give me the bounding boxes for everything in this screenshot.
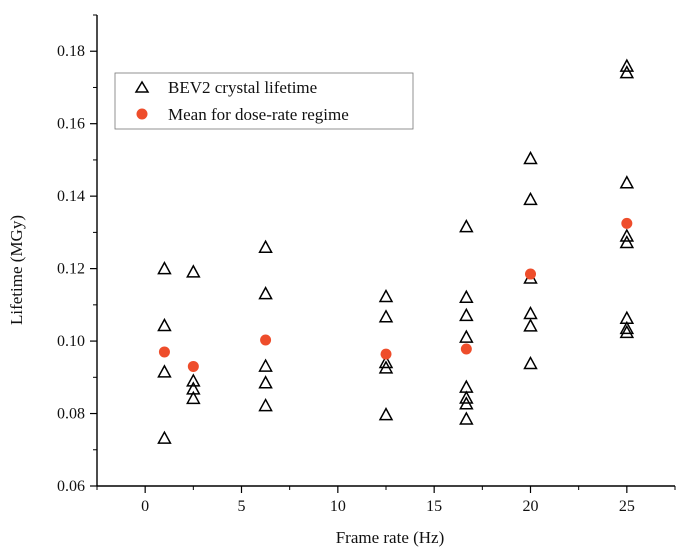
y-tick-label: 0.10 bbox=[57, 333, 85, 350]
data-point-mean bbox=[460, 343, 472, 355]
y-tick-label: 0.14 bbox=[57, 188, 85, 205]
data-point-bev2 bbox=[157, 430, 172, 444]
data-point-bev2 bbox=[459, 411, 474, 425]
data-point-bev2 bbox=[186, 264, 201, 278]
x-tick-label: 25 bbox=[619, 498, 635, 515]
data-point-bev2 bbox=[619, 175, 635, 189]
data-point-bev2 bbox=[186, 390, 201, 405]
data-point-bev2 bbox=[523, 191, 538, 206]
y-tick-label: 0.08 bbox=[57, 406, 85, 423]
data-point-bev2 bbox=[619, 234, 635, 249]
x-tick-label: 20 bbox=[523, 498, 539, 515]
data-point-bev2 bbox=[523, 318, 538, 332]
y-tick-label: 0.06 bbox=[57, 478, 85, 495]
legend-item-mean: Mean for dose-rate regime bbox=[136, 105, 349, 124]
data-point-bev2 bbox=[157, 261, 172, 275]
x-tick-label: 15 bbox=[426, 498, 442, 515]
legend-box bbox=[114, 72, 414, 130]
data-point-mean bbox=[187, 360, 199, 372]
legend: BEV2 crystal lifetime Mean for dose-rate… bbox=[114, 72, 414, 130]
data-point-mean bbox=[260, 334, 272, 346]
data-point-bev2 bbox=[378, 354, 394, 369]
data-point-bev2 bbox=[459, 219, 474, 233]
data-point-bev2 bbox=[459, 396, 474, 410]
x-axis-title: Frame rate (Hz) bbox=[336, 528, 445, 547]
legend-circle-icon bbox=[136, 108, 148, 120]
data-point-bev2 bbox=[258, 375, 273, 389]
data-point-bev2 bbox=[378, 407, 394, 421]
x-tick-label: 5 bbox=[238, 498, 246, 515]
x-tick-label: 10 bbox=[330, 498, 346, 515]
y-tick-label: 0.16 bbox=[57, 116, 85, 133]
data-point-bev2 bbox=[523, 305, 538, 320]
data-point-bev2 bbox=[619, 324, 635, 339]
data-point-bev2 bbox=[619, 58, 635, 72]
data-point-bev2 bbox=[258, 398, 273, 412]
data-point-bev2 bbox=[459, 289, 474, 303]
legend-item-bev2: BEV2 crystal lifetime bbox=[134, 78, 317, 97]
data-point-bev2 bbox=[378, 288, 394, 303]
data-point-mean bbox=[380, 348, 392, 360]
y-tick-label: 0.18 bbox=[57, 43, 85, 60]
data-point-bev2 bbox=[619, 65, 635, 79]
data-points bbox=[157, 58, 635, 444]
legend-triangle-icon bbox=[134, 80, 150, 93]
legend-label-mean: Mean for dose-rate regime bbox=[168, 105, 349, 124]
data-point-bev2 bbox=[523, 150, 538, 165]
y-axis-title: Lifetime (MGy) bbox=[7, 215, 26, 325]
data-point-bev2 bbox=[523, 355, 538, 370]
data-point-bev2 bbox=[258, 358, 273, 372]
data-point-mean bbox=[621, 217, 633, 229]
data-point-bev2 bbox=[378, 360, 394, 374]
data-point-bev2 bbox=[258, 239, 273, 253]
data-point-mean bbox=[158, 346, 170, 358]
data-point-bev2 bbox=[186, 381, 201, 395]
data-point-mean bbox=[525, 268, 536, 280]
ticks: 0 5 10 15 20 25 0.06 0.08 0.10 0.12 0.14 0.16 0.18 bbox=[57, 14, 676, 515]
data-point-bev2 bbox=[459, 307, 474, 322]
y-tick-label: 0.12 bbox=[57, 261, 85, 278]
data-point-bev2 bbox=[157, 364, 172, 378]
data-point-bev2 bbox=[619, 320, 635, 335]
data-point-bev2 bbox=[186, 373, 201, 387]
data-point-bev2 bbox=[258, 286, 273, 300]
legend-label-bev2: BEV2 crystal lifetime bbox=[168, 78, 317, 97]
data-point-bev2 bbox=[459, 390, 474, 404]
data-point-bev2 bbox=[459, 329, 474, 343]
data-point-bev2 bbox=[378, 309, 394, 323]
x-tick-label: 0 bbox=[141, 498, 149, 515]
data-point-bev2 bbox=[619, 228, 635, 242]
data-point-bev2 bbox=[157, 317, 172, 332]
